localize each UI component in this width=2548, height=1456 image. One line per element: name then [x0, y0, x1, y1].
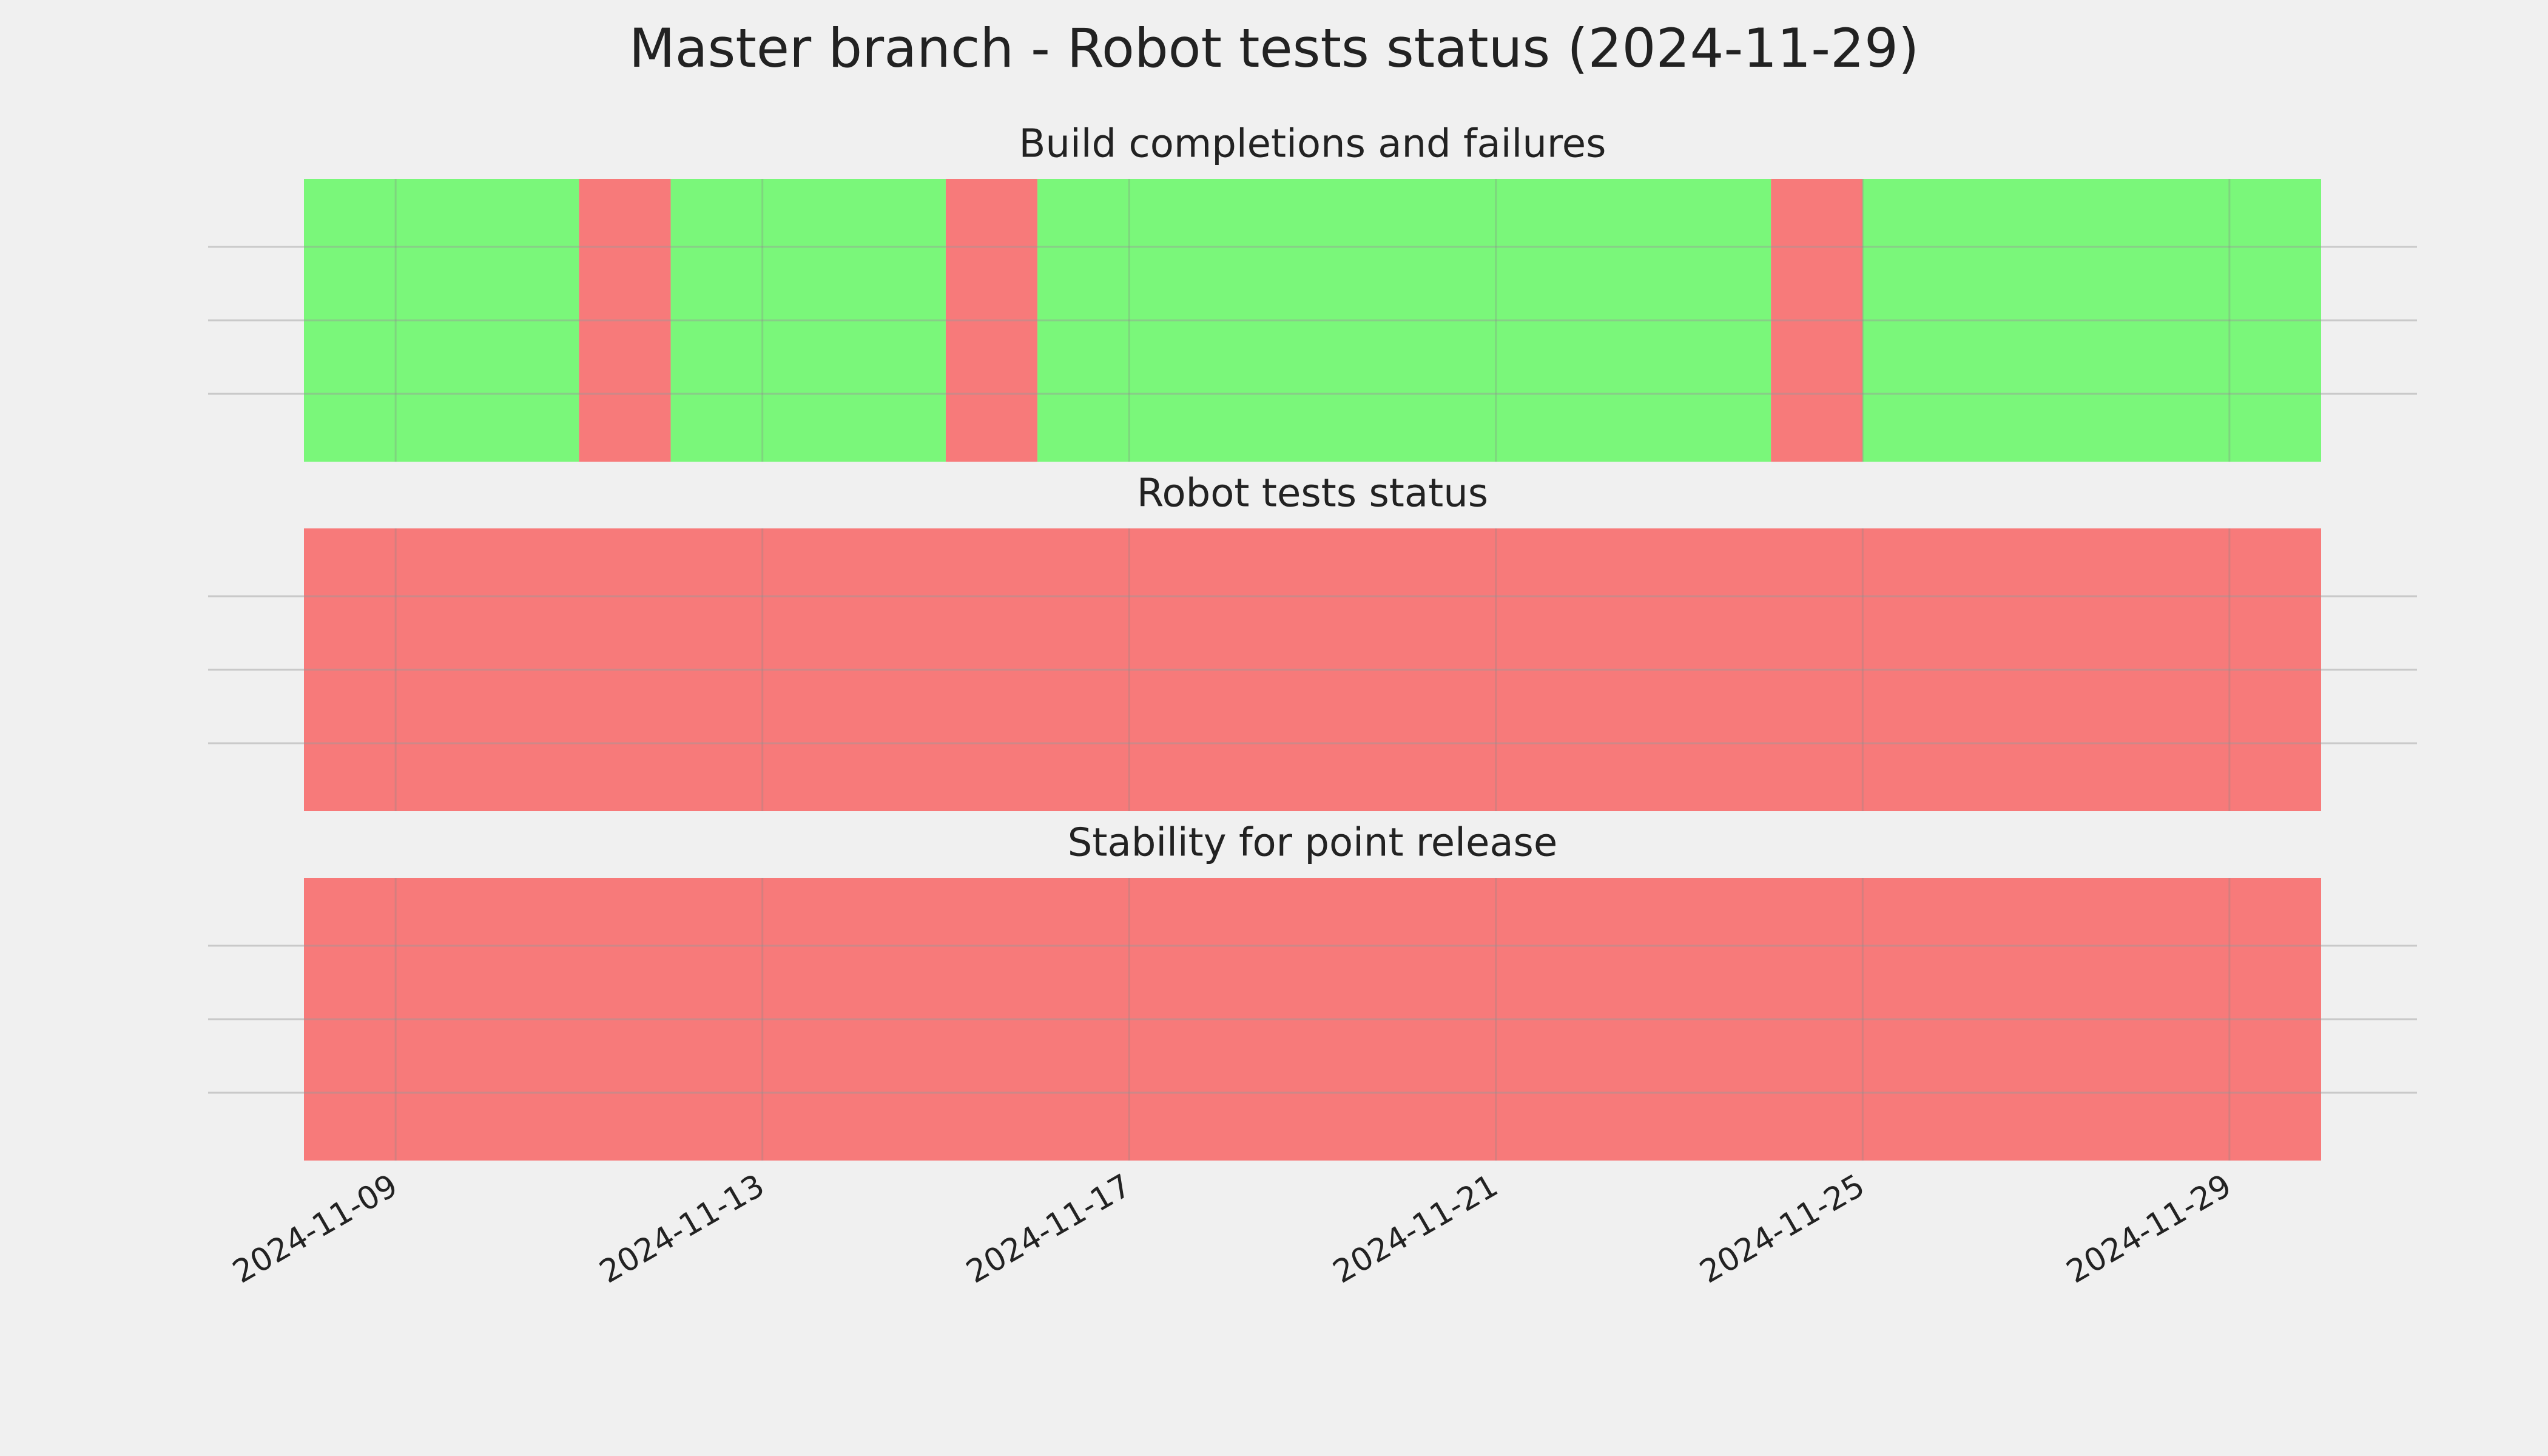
- status-segment: [1037, 179, 1771, 462]
- subplot-title: Build completions and failures: [1019, 122, 1606, 167]
- status-segment: [670, 179, 946, 462]
- chart-title: Master branch - Robot tests status (2024…: [629, 17, 1919, 79]
- subplot-title: Robot tests status: [1137, 471, 1488, 516]
- status-segment: [304, 528, 2321, 811]
- status-segment: [1771, 179, 1863, 462]
- status-segment: [304, 878, 2321, 1161]
- status-segment: [945, 179, 1038, 462]
- status-segment: [304, 179, 579, 462]
- status-segment: [579, 179, 671, 462]
- subplot-title: Stability for point release: [1068, 821, 1558, 866]
- status-segment: [1862, 179, 2321, 462]
